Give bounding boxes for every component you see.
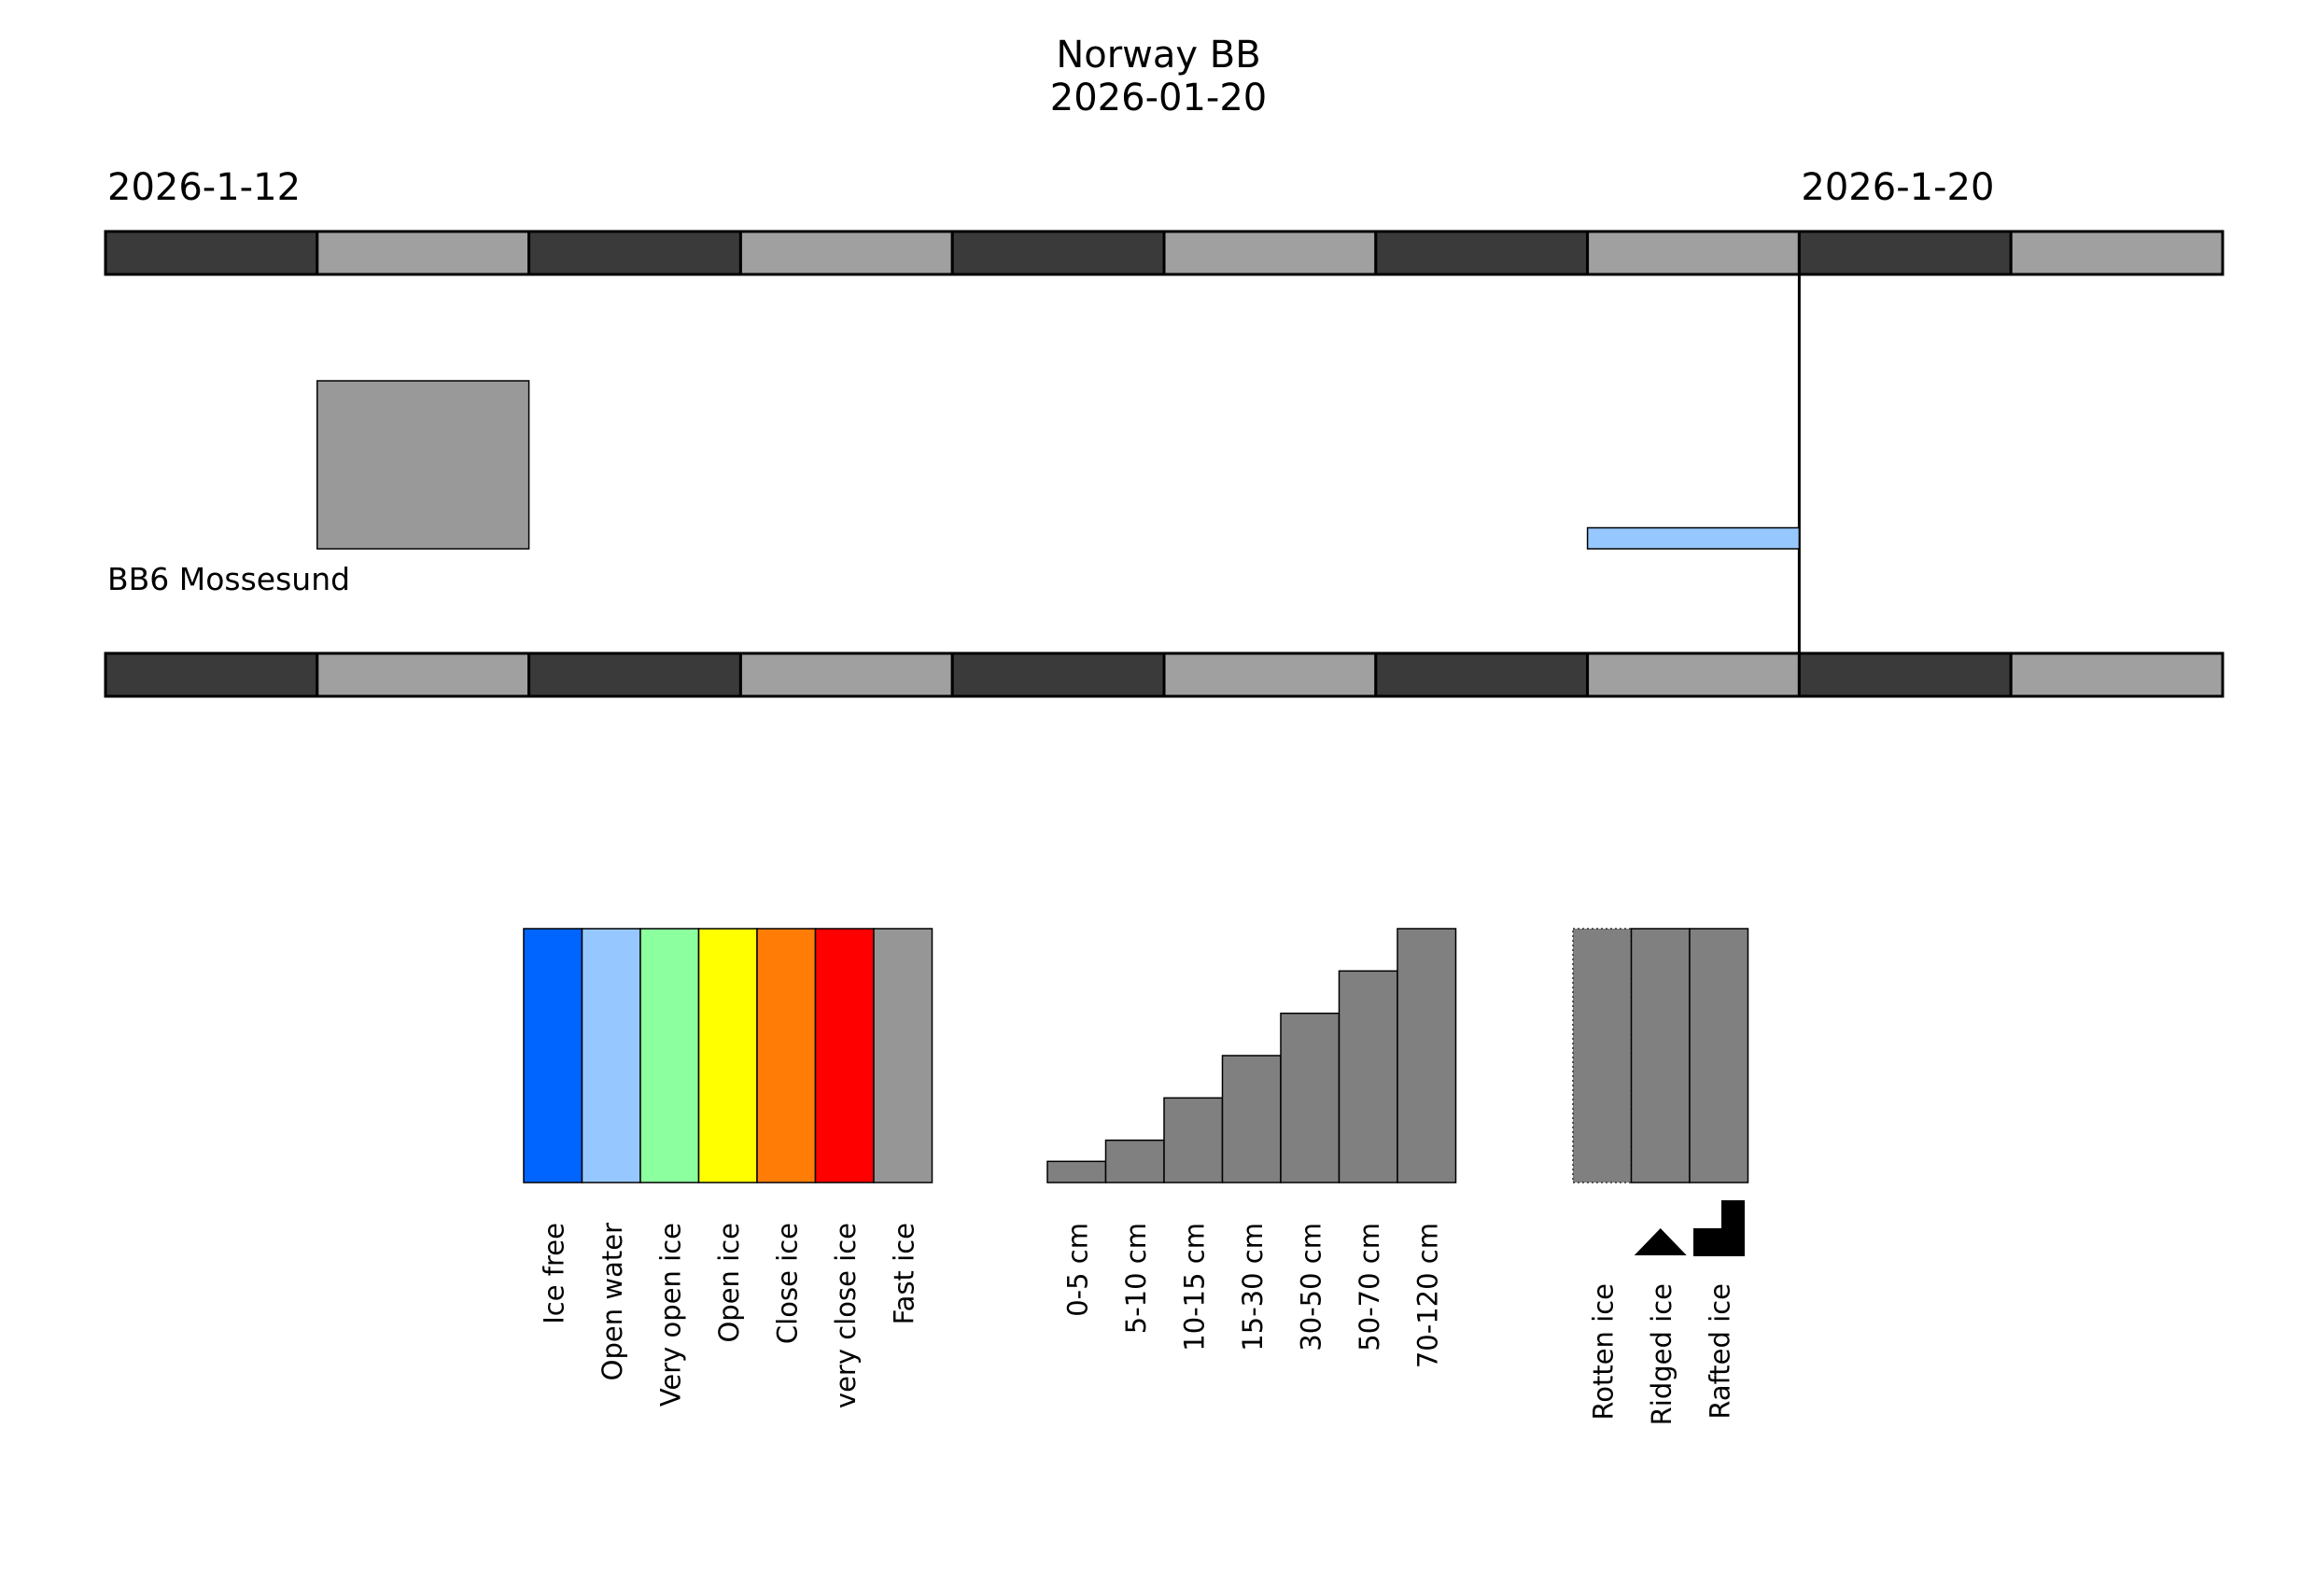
ice-type-swatch — [814, 928, 875, 1183]
observation-bar — [1586, 526, 1801, 550]
top-day-band — [527, 230, 742, 276]
bottom-day-band — [950, 651, 1166, 698]
ice-type-label: Open water — [597, 1223, 628, 1380]
bottom-day-band — [1586, 651, 1801, 698]
ice-type-swatch — [581, 928, 641, 1183]
thickness-label: 5-10 cm — [1120, 1223, 1152, 1334]
legend-thickness: 0-5 cm 5-10 cm 10-15 cm 15-30 cm 30-50 cm 50-… — [1046, 928, 1457, 1368]
thickness-bar — [1163, 1097, 1224, 1183]
chart-subtitle: 2026-01-20 — [1050, 77, 1267, 119]
ice-type-label: Close ice — [771, 1223, 803, 1344]
thickness-label: 0-5 cm — [1061, 1223, 1093, 1317]
condition-label: Ridged ice — [1646, 1283, 1677, 1425]
ice-type-swatch — [697, 928, 758, 1183]
condition-label: Rafted ice — [1704, 1283, 1735, 1420]
top-day-band — [1797, 230, 2013, 276]
thickness-label: 50-70 cm — [1354, 1223, 1385, 1351]
ice-type-swatch — [873, 928, 933, 1183]
date-label: 2026-1-20 — [1801, 166, 1994, 209]
thickness-label: 10-15 cm — [1178, 1223, 1210, 1351]
bottom-day-band — [1797, 651, 2013, 698]
ice-type-swatch — [639, 928, 700, 1183]
thickness-label: 70-120 cm — [1411, 1223, 1443, 1368]
legend-ice-type: Ice free Open water Very open ice Open ice C… — [523, 928, 933, 1408]
ice-type-label: Fast ice — [888, 1223, 919, 1324]
bottom-day-band — [1162, 651, 1378, 698]
station-label: BB6 Mossesund — [107, 561, 350, 597]
raft-step-icon — [1693, 1200, 1745, 1256]
condition-label: Rotten ice — [1587, 1283, 1619, 1421]
condition-swatch — [1572, 928, 1633, 1183]
bottom-day-band — [2009, 651, 2225, 698]
thickness-bar — [1338, 970, 1398, 1183]
bottom-day-band — [316, 651, 531, 698]
top-day-band — [1162, 230, 1378, 276]
bottom-day-band — [738, 651, 954, 698]
top-day-band — [1374, 230, 1590, 276]
thickness-bar — [1280, 1012, 1340, 1183]
condition-swatch — [1630, 928, 1691, 1183]
thickness-bar — [1221, 1055, 1282, 1183]
ice-type-swatch — [523, 928, 583, 1183]
timeline: 2026-1-12 2026-1-20 BB6 Mossesund — [104, 166, 2225, 698]
bottom-day-band — [1374, 651, 1590, 698]
ridge-triangle-icon — [1634, 1228, 1687, 1255]
ice-type-label: very close ice — [830, 1223, 862, 1408]
bottom-day-band — [527, 651, 742, 698]
thickness-bar — [1397, 928, 1457, 1183]
chart-title: Norway BB — [1056, 34, 1260, 77]
bottom-day-band — [104, 651, 319, 698]
ice-type-label: Open ice — [713, 1223, 745, 1343]
thickness-label: 30-50 cm — [1295, 1223, 1326, 1351]
thickness-bar — [1104, 1139, 1165, 1183]
observation-bar — [316, 380, 530, 550]
top-day-band — [950, 230, 1166, 276]
thickness-label: 15-30 cm — [1237, 1223, 1269, 1351]
ice-type-swatch — [756, 928, 817, 1183]
legend-condition: Rotten ice Ridged ice Rafted ice — [1572, 928, 1749, 1425]
top-day-band — [316, 230, 531, 276]
ice-type-label: Very open ice — [654, 1223, 686, 1407]
top-day-band — [738, 230, 954, 276]
date-label: 2026-1-12 — [107, 166, 301, 209]
top-day-band — [104, 230, 319, 276]
ice-type-label: Ice free — [538, 1223, 569, 1324]
thickness-bar — [1046, 1160, 1107, 1183]
top-day-band — [1586, 230, 1801, 276]
top-day-band — [2009, 230, 2225, 276]
condition-swatch — [1689, 928, 1749, 1183]
